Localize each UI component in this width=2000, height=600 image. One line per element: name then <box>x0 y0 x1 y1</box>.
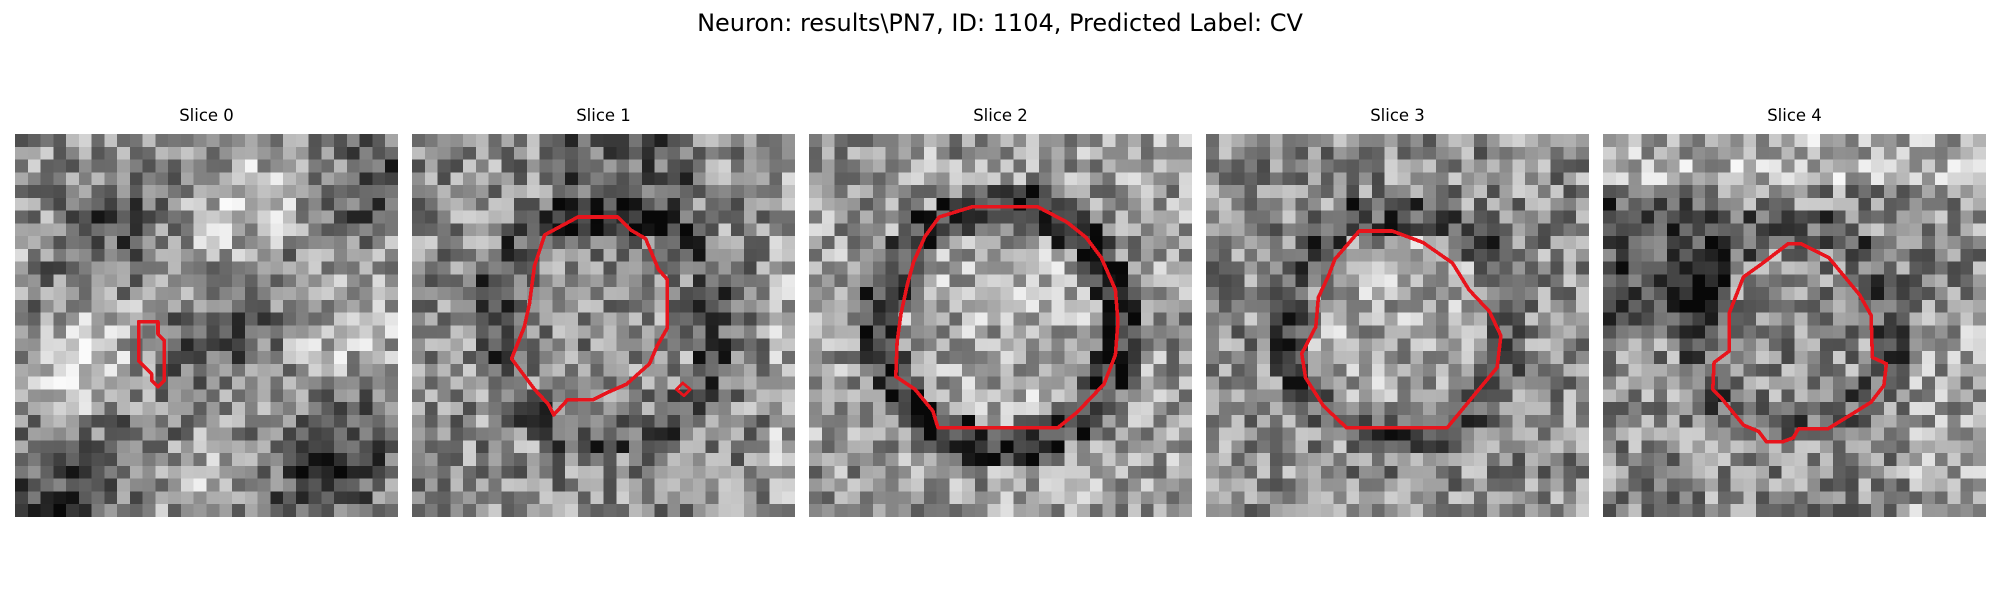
segmentation-contour <box>1299 229 1503 430</box>
slice-title: Slice 2 <box>973 106 1028 125</box>
segmentation-contour-small <box>674 381 692 398</box>
segmentation-contour <box>1711 242 1889 444</box>
slice-pixel-grid <box>412 134 795 517</box>
segmentation-contour <box>894 204 1120 430</box>
slice-title: Slice 0 <box>179 106 234 125</box>
slice-image <box>15 134 398 517</box>
slice-pixel-grid <box>1206 134 1589 517</box>
slice-pixel-grid <box>809 134 1192 517</box>
slice-pixel-grid <box>1603 134 1986 517</box>
slice-title: Slice 4 <box>1767 106 1822 125</box>
slice-pixel-grid <box>15 134 398 517</box>
slice-title: Slice 3 <box>1370 106 1425 125</box>
segmentation-contour <box>137 319 167 389</box>
figure-title: Neuron: results\PN7, ID: 1104, Predicted… <box>697 9 1303 37</box>
slice-title: Slice 1 <box>576 106 631 125</box>
slice-image <box>1603 134 1986 517</box>
slice-image <box>809 134 1192 517</box>
slice-image <box>412 134 795 517</box>
segmentation-contour <box>509 215 670 417</box>
slice-image <box>1206 134 1589 517</box>
